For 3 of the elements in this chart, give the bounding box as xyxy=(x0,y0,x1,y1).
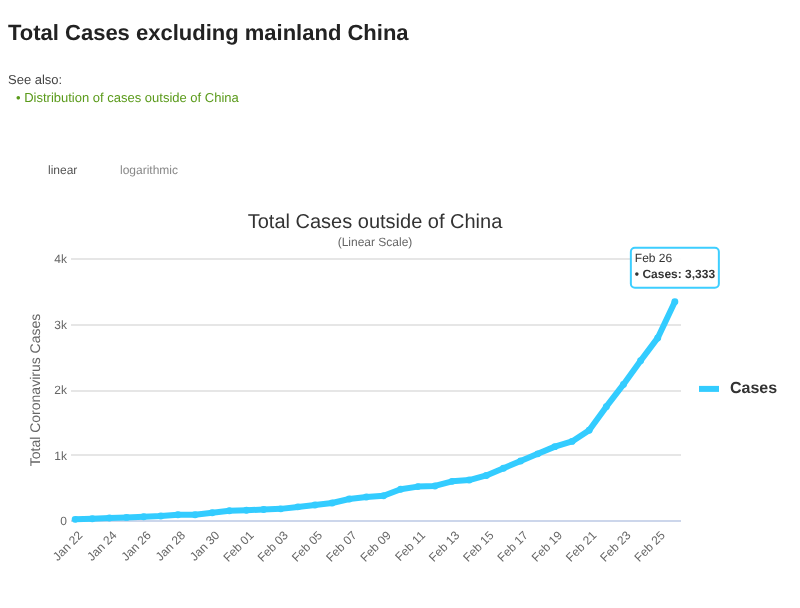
chart-title: Total Cases outside of China xyxy=(247,212,504,234)
text: Total Cases excluding mainland China xyxy=(8,22,411,46)
legend-label: Cases xyxy=(730,378,779,397)
